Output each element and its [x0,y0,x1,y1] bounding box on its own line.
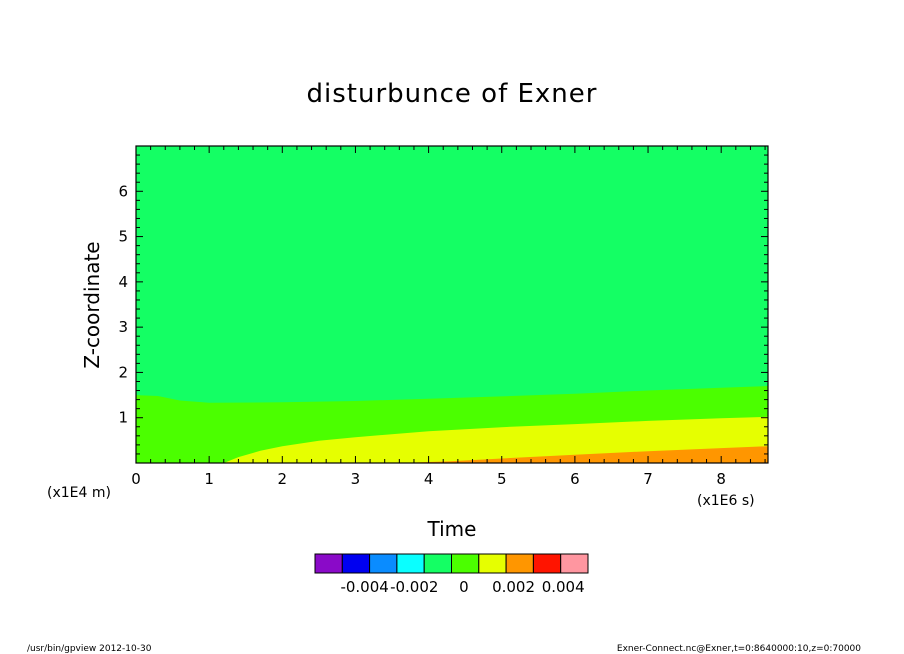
chart-title: disturbunce of Exner [307,79,598,109]
colorbar-label: 0.002 [492,578,535,596]
x-tick-label: 1 [204,470,214,488]
colorbar-swatch [314,553,343,574]
colorbar-swatch [560,553,589,574]
x-tick-label: 2 [278,470,288,488]
x-tick-label: 6 [570,470,580,488]
y-tick-label: 6 [118,182,128,200]
x-tick-label: 0 [131,470,141,488]
y-tick-label: 1 [118,409,128,427]
x-axis: 0 1 2 3 4 5 6 7 8 [131,146,766,488]
x-tick-label: 4 [424,470,434,488]
colorbar-swatch [341,553,371,574]
colorbar-swatch [478,553,507,574]
colorbar-swatch [369,553,398,574]
colorbar-swatch [505,553,534,574]
colorbar-label: -0.002 [390,578,438,596]
y-tick-label: 5 [118,228,128,246]
y-axis-unit: (x1E4 m) [47,485,111,501]
contour-region-2 [223,416,768,463]
x-axis-unit: (x1E6 s) [697,493,755,509]
x-axis-label: Time [427,517,477,541]
y-tick-label: 4 [118,273,128,291]
colorbar-swatch [396,553,425,574]
colorbar-swatch [423,553,453,574]
footer-left: /usr/bin/gpview 2012-10-30 [27,644,152,654]
colorbar: -0.004 -0.002 0 0.002 0.004 [314,553,589,596]
plot-area [135,145,769,464]
colorbar-label: 0.004 [542,578,585,596]
y-axis-label: Z-coordinate [80,241,104,368]
colorbar-label: 0 [459,578,469,596]
colorbar-swatch [532,553,562,574]
colorbar-label: -0.004 [340,578,388,596]
contour-region-3 [399,446,768,463]
x-tick-label: 7 [643,470,653,488]
footer-right: Exner-Connect.nc@Exner,t=0:8640000:10,z=… [617,644,861,654]
y-tick-label: 3 [118,318,128,336]
y-axis: 1 2 3 4 5 6 [118,145,768,464]
x-tick-label: 5 [497,470,507,488]
colorbar-swatch [451,553,480,574]
plot-frame [135,145,769,464]
x-tick-label: 8 [716,470,726,488]
x-tick-label: 3 [351,470,361,488]
y-tick-label: 2 [118,363,128,381]
